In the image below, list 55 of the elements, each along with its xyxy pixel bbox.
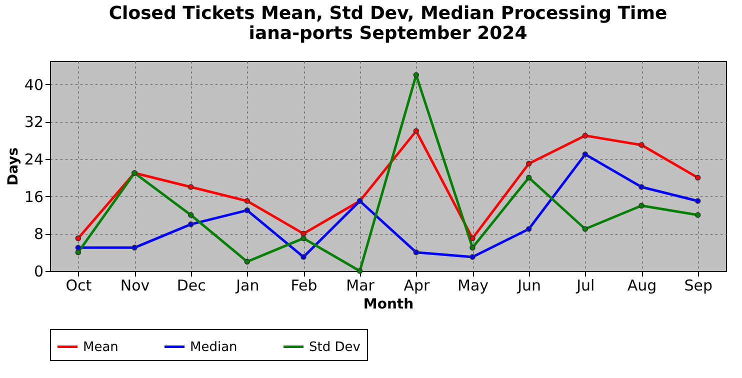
- point: [356, 268, 363, 274]
- point: [188, 221, 194, 228]
- point: [638, 202, 644, 209]
- y-axis-title: Days: [5, 147, 22, 186]
- point: [244, 207, 250, 214]
- x-tick-label: Oct: [66, 276, 92, 294]
- point: [413, 72, 420, 78]
- point: [526, 174, 532, 181]
- x-tick-label: Dec: [176, 276, 206, 294]
- point: [638, 184, 644, 190]
- chart-subtitle: iana-ports September 2024: [248, 23, 528, 44]
- y-tick-label: 0: [34, 262, 44, 280]
- point: [188, 184, 194, 190]
- point: [300, 235, 306, 242]
- point: [582, 226, 588, 232]
- y-tick-label: 16: [24, 188, 44, 206]
- x-tick-label: Sep: [684, 276, 712, 294]
- point: [694, 198, 701, 204]
- legend-label: Std Dev: [309, 340, 361, 355]
- y-tick-label: 32: [24, 113, 44, 132]
- x-tick-label: May: [457, 276, 489, 294]
- y-tick-label: 40: [24, 76, 44, 94]
- x-tick-label: Apr: [404, 276, 430, 294]
- point: [300, 254, 306, 260]
- chart-title: Closed Tickets Mean, Std Dev, Median Processing Time: [108, 3, 668, 24]
- point: [75, 235, 82, 242]
- point: [694, 174, 701, 181]
- x-tick-label: Nov: [120, 276, 150, 294]
- point: [75, 249, 82, 256]
- point: [526, 160, 532, 167]
- point: [413, 249, 420, 256]
- point: [470, 235, 476, 242]
- legend-label: Mean: [83, 340, 118, 355]
- point: [132, 244, 138, 251]
- legend-label: Median: [190, 340, 238, 355]
- point: [638, 142, 644, 148]
- y-tick-label: 24: [24, 150, 44, 168]
- point: [244, 258, 250, 265]
- point: [470, 244, 476, 251]
- point: [244, 198, 250, 204]
- x-tick-label: Aug: [627, 276, 657, 294]
- point: [582, 151, 588, 158]
- x-axis-title: Month: [363, 296, 414, 312]
- x-tick-label: Feb: [290, 276, 318, 294]
- point: [413, 128, 420, 134]
- x-tick-label: Mar: [346, 276, 376, 294]
- point: [188, 212, 194, 218]
- point: [526, 226, 532, 232]
- y-tick-label: 8: [34, 225, 44, 244]
- x-tick-label: Jan: [235, 276, 260, 294]
- x-tick-label: Jun: [516, 276, 542, 294]
- point: [582, 132, 588, 139]
- point: [470, 254, 476, 260]
- point: [694, 212, 701, 218]
- x-tick-label: Jul: [576, 276, 595, 294]
